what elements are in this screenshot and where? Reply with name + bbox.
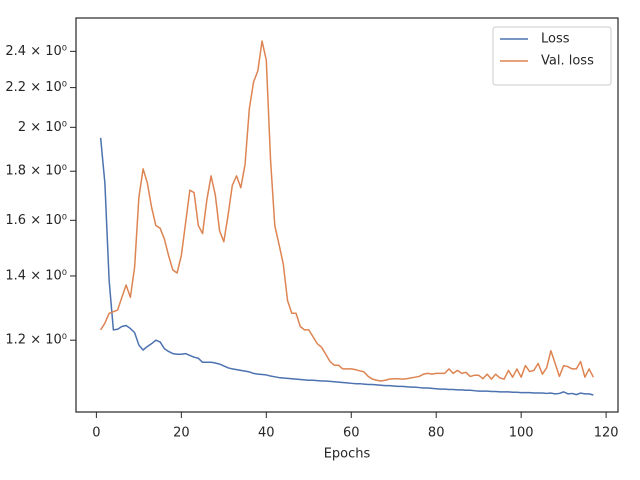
- x-tick-label: 0: [92, 426, 100, 441]
- y-tick-label: 1.2 × 10⁰: [5, 333, 67, 348]
- y-tick-label: 2.4 × 10⁰: [5, 44, 67, 59]
- legend-label: Loss: [541, 32, 570, 47]
- x-axis-label: Epochs: [324, 447, 371, 462]
- y-tick-label: 1.4 × 10⁰: [5, 268, 67, 283]
- axes-frame: [75, 17, 619, 413]
- x-tick-label: 40: [258, 426, 275, 441]
- line-series: [99, 137, 594, 396]
- line-series: [100, 40, 595, 382]
- x-tick-label: 20: [173, 426, 190, 441]
- legend-label: Val. loss: [541, 54, 594, 69]
- y-tick-label: 1.6 × 10⁰: [5, 213, 67, 228]
- y-tick-label: 2.2 × 10⁰: [5, 80, 67, 95]
- x-tick-label: 80: [428, 426, 445, 441]
- x-tick-label: 60: [343, 426, 360, 441]
- legend-box: [492, 26, 612, 86]
- x-tick-label: 120: [594, 426, 619, 441]
- y-tick-label: 2 × 10⁰: [18, 120, 67, 135]
- y-tick-label: 1.8 × 10⁰: [5, 164, 67, 179]
- x-tick-label: 100: [509, 426, 534, 441]
